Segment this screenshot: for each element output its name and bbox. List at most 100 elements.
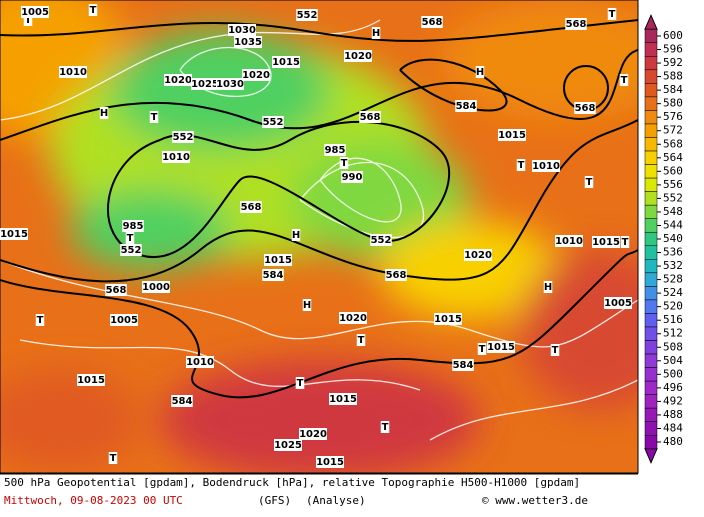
map-label: 1015 — [77, 375, 105, 386]
label-bg — [584, 176, 594, 188]
label-bg — [110, 314, 138, 326]
label-bg — [477, 343, 487, 355]
colorbar-label: 500 — [663, 367, 683, 380]
label-bg — [550, 344, 560, 356]
label-bg — [344, 50, 372, 62]
label-bg — [619, 74, 629, 86]
colorbar-swatch — [644, 326, 658, 341]
map-label: T — [621, 75, 628, 86]
label-bg — [264, 254, 292, 266]
colorbar-swatch — [644, 150, 658, 165]
label-bg — [234, 36, 262, 48]
colorbar-label: 492 — [663, 394, 683, 407]
label-bg — [171, 395, 193, 407]
colorbar-label: 576 — [663, 110, 683, 123]
label-bg — [172, 131, 194, 143]
map-label: H — [303, 300, 311, 311]
map-label: 1010 — [59, 67, 87, 78]
colorbar-label: 552 — [663, 191, 683, 204]
map-label: 1020 — [344, 51, 372, 62]
map-label: 552 — [263, 117, 284, 128]
map-label: 1015 — [0, 229, 28, 240]
map-label: 568 — [422, 17, 443, 28]
colorbar-swatch — [644, 218, 658, 233]
map-label: H — [292, 230, 300, 241]
label-bg — [565, 18, 587, 30]
label-bg — [59, 66, 87, 78]
label-bg — [339, 157, 349, 169]
colorbar-swatch — [644, 28, 658, 44]
label-bg — [162, 151, 190, 163]
label-bg — [0, 228, 28, 240]
map-label: 1020 — [299, 429, 327, 440]
label-bg — [555, 235, 583, 247]
colorbar-swatch — [644, 110, 658, 125]
colorbar-label: 596 — [663, 43, 683, 56]
label-bg — [240, 201, 262, 213]
map-label: T — [518, 160, 525, 171]
footer-description: 500 hPa Geopotential [gpdam], Bodendruck… — [4, 476, 580, 489]
map-label: T — [127, 233, 134, 244]
map-label: 1030 — [228, 25, 256, 36]
colorbar-tip — [644, 448, 658, 465]
colorbar-swatch — [644, 380, 658, 395]
colorbar-label: 528 — [663, 273, 683, 286]
footer-copyright: © www.wetter3.de — [482, 494, 588, 507]
label-bg — [487, 341, 515, 353]
label-bg — [35, 314, 45, 326]
label-bg — [434, 313, 462, 325]
colorbar-label: 484 — [663, 421, 683, 434]
map-label: 1020 — [339, 313, 367, 324]
map-label: 1015 — [272, 57, 300, 68]
colorbar-swatch — [644, 231, 658, 247]
label-bg — [105, 284, 127, 296]
map-label: H — [100, 108, 108, 119]
colorbar-swatch — [644, 421, 658, 436]
colorbar-swatch — [644, 42, 658, 57]
colorbar-swatch — [644, 204, 658, 219]
map-label: 1020 — [164, 75, 192, 86]
map-label: 1035 — [234, 37, 262, 48]
map-label: 552 — [173, 132, 194, 143]
colorbar-swatch — [644, 434, 658, 450]
label-bg — [592, 236, 620, 248]
colorbar-swatch — [644, 96, 658, 111]
colorbar: 6005965925885845805765725685645605565525… — [644, 13, 683, 465]
label-bg — [296, 9, 318, 21]
map — [0, 0, 638, 473]
map-label: 1015 — [329, 394, 357, 405]
footer-date: Mittwoch, 09-08-2023 00 UTC — [4, 494, 183, 507]
colorbar-label: 496 — [663, 381, 683, 394]
map-label: 1020 — [242, 70, 270, 81]
map-label: 985 — [123, 221, 144, 232]
colorbar-label: 516 — [663, 313, 683, 326]
label-bg — [77, 374, 105, 386]
label-bg — [228, 24, 256, 36]
map-label: 568 — [241, 202, 262, 213]
label-bg — [452, 359, 474, 371]
map-label: 1015 — [434, 314, 462, 325]
colorbar-swatch — [644, 177, 658, 192]
label-bg — [341, 171, 363, 183]
label-bg — [464, 249, 492, 261]
map-label: 1015 — [592, 237, 620, 248]
colorbar-label: 480 — [663, 435, 683, 448]
colorbar-label: 540 — [663, 232, 683, 245]
map-label: 568 — [566, 19, 587, 30]
colorbar-swatch — [644, 272, 658, 287]
map-label: T — [552, 345, 559, 356]
map-label: T — [110, 453, 117, 464]
colorbar-label: 532 — [663, 259, 683, 272]
label-bg — [329, 393, 357, 405]
label-bg — [475, 66, 485, 78]
map-label: 1015 — [498, 130, 526, 141]
map-label: T — [37, 315, 44, 326]
label-bg — [108, 452, 118, 464]
map-label: 1030 — [216, 79, 244, 90]
colorbar-label: 572 — [663, 124, 683, 137]
label-bg — [316, 456, 344, 468]
map-label: 1010 — [186, 357, 214, 368]
label-bg — [498, 129, 526, 141]
label-bg — [21, 6, 49, 18]
